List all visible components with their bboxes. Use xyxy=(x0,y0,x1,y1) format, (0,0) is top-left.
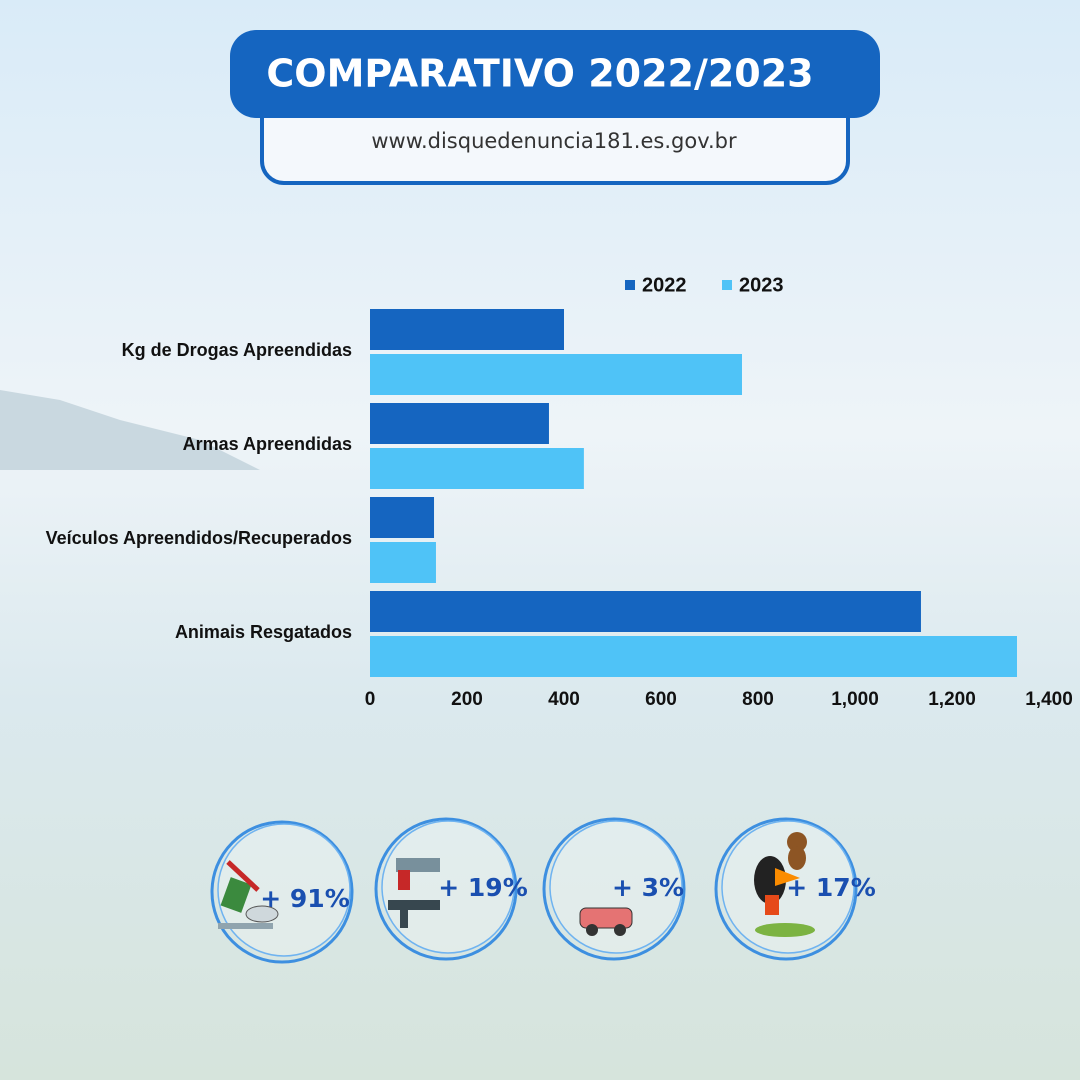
category-label: Kg de Drogas Apreendidas xyxy=(122,340,352,360)
badge-ring-inner xyxy=(381,820,515,954)
bar xyxy=(370,403,549,444)
x-tick-label: 200 xyxy=(451,689,483,710)
bar xyxy=(370,636,1017,677)
badge-label: + 17% xyxy=(786,873,876,902)
legend-label: 2023 xyxy=(739,274,784,296)
badge-ring xyxy=(374,817,518,961)
legend-swatch xyxy=(722,280,732,290)
title: COMPARATIVO 2022/2023 xyxy=(266,52,813,96)
x-tick-label: 800 xyxy=(742,689,774,710)
category-label: Veículos Apreendidos/Recuperados xyxy=(46,528,352,548)
badge-label: + 91% xyxy=(260,884,350,913)
category-label: Animais Resgatados xyxy=(175,622,352,642)
badge-label: + 19% xyxy=(438,873,528,902)
bar xyxy=(370,542,436,583)
x-tick-label: 1,000 xyxy=(831,689,879,710)
x-tick-label: 600 xyxy=(645,689,677,710)
bar xyxy=(370,591,921,632)
badge-ring-inner xyxy=(721,820,855,954)
badge-ring xyxy=(210,820,354,964)
legend-label: 2022 xyxy=(642,274,687,296)
bar xyxy=(370,309,564,350)
bar xyxy=(370,354,742,395)
badge-icons xyxy=(218,832,815,937)
x-tick-label: 0 xyxy=(365,689,376,710)
x-tick-label: 400 xyxy=(548,689,580,710)
badge-label: + 3% xyxy=(612,873,684,902)
bar xyxy=(370,448,584,489)
category-label: Armas Apreendidas xyxy=(183,434,352,454)
badge-ring xyxy=(714,817,858,961)
bar xyxy=(370,497,435,538)
legend-swatch xyxy=(625,280,635,290)
x-tick-label: 1,200 xyxy=(928,689,976,710)
x-tick-label: 1,400 xyxy=(1025,689,1073,710)
url: www.disquedenuncia181.es.gov.br xyxy=(371,129,737,153)
title-box xyxy=(230,30,880,118)
background-hills xyxy=(0,390,260,470)
badge-ring xyxy=(542,817,686,961)
